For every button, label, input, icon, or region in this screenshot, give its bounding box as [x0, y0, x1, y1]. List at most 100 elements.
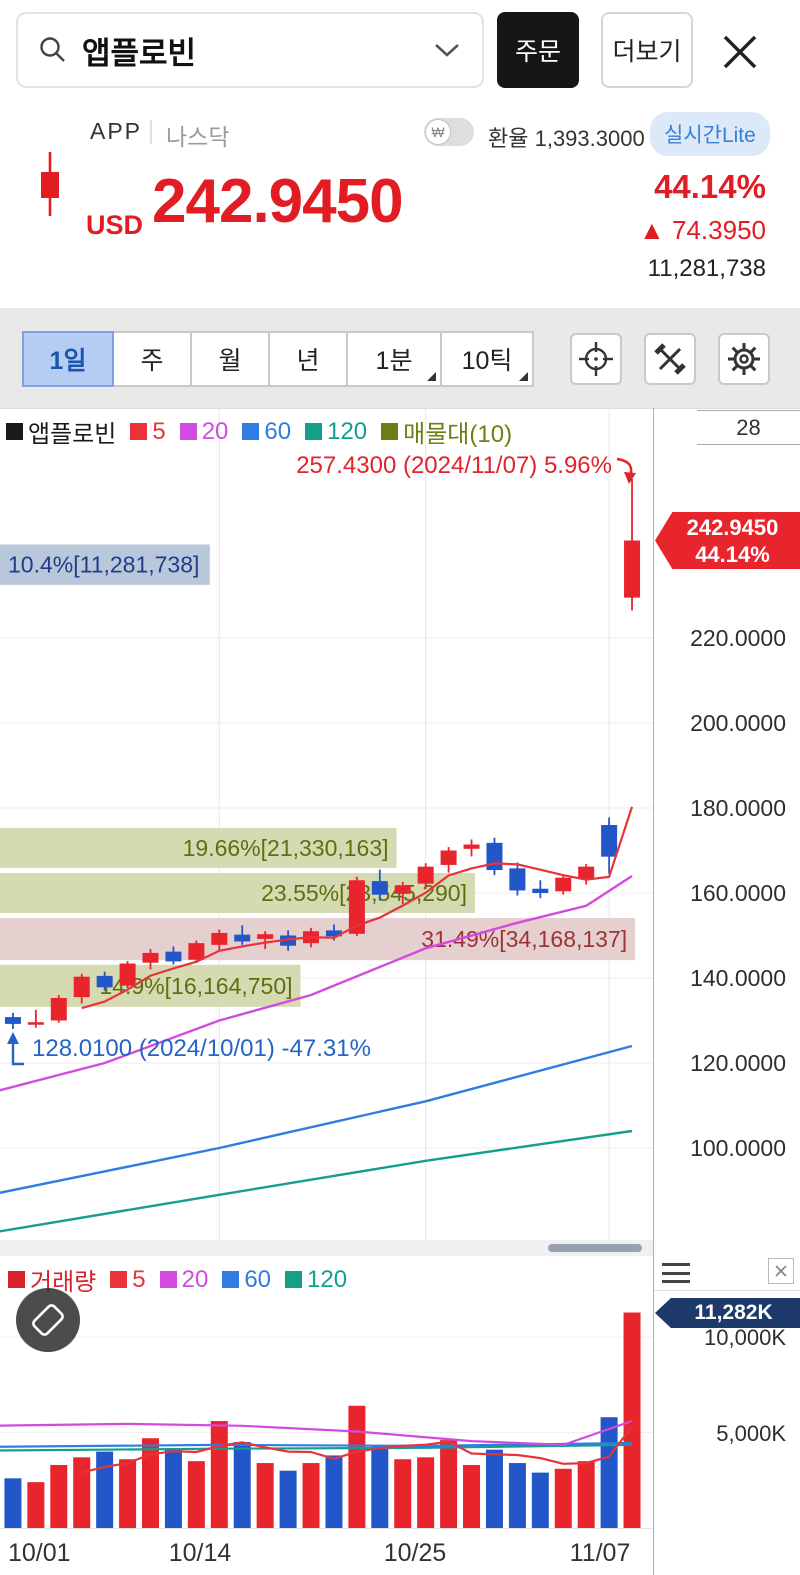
volume-profile-label: 19.66%[21,330,163] [183, 835, 389, 861]
pane-divider [0, 1240, 653, 1256]
realtime-lite-badge: 실시간Lite [650, 112, 770, 156]
candle [73, 976, 90, 998]
badge-percent: 44.14% [695, 541, 770, 567]
timeframe-button-6[interactable]: 10틱 [440, 331, 534, 387]
volume-bar [187, 1461, 205, 1528]
volume-bar [279, 1470, 297, 1528]
candle [211, 932, 228, 945]
candle [417, 866, 434, 884]
candle [463, 844, 480, 849]
legend-label: 60 [244, 1265, 272, 1293]
exchange-label: 나스닥 [166, 124, 230, 150]
time-axis: 10/01 10/14 10/25 11/07 [0, 1528, 653, 1575]
volume-bar [233, 1442, 251, 1528]
fx-toggle[interactable]: ₩ [424, 118, 474, 146]
candle [165, 951, 182, 962]
volume-chart[interactable] [0, 1256, 653, 1528]
legend-swatch [6, 423, 23, 440]
candle [234, 934, 251, 942]
pane-resize-handle[interactable] [548, 1244, 642, 1252]
legend-swatch [179, 423, 197, 440]
volume-bar [394, 1459, 412, 1528]
volume-axis-header [654, 1256, 800, 1291]
divider [0, 408, 800, 409]
legend-item: 120 [285, 1266, 347, 1294]
volume-bar [508, 1463, 526, 1528]
low-annotation: 128.0100 (2024/10/01) -47.31% [32, 1035, 371, 1062]
volume-legend: 거래량 5 20 60 120 [8, 1262, 347, 1297]
volume-profile-label: 10.4%[11,281,738] [8, 552, 199, 578]
candle [142, 952, 159, 963]
legend-swatch [110, 1271, 128, 1288]
menu-icon[interactable] [662, 1263, 690, 1283]
crosshair-button[interactable] [570, 333, 622, 385]
price-axis-label: 200.0000 [690, 710, 786, 736]
timeframe-group: 1일 주 월 년 1분 10틱 [22, 331, 534, 387]
candle [119, 963, 136, 986]
legend-swatch [285, 1271, 303, 1288]
legend-item: 120 [305, 418, 367, 446]
close-icon[interactable] [716, 28, 764, 76]
tools-icon [654, 343, 686, 375]
current-price-badge: 242.9450 44.14% [655, 512, 800, 569]
candle [509, 868, 526, 891]
volume-profile-label: 31.49%[34,168,137] [421, 926, 627, 952]
symbol-search-box[interactable]: 앱플로빈 [16, 12, 484, 88]
dropdown-corner-icon [427, 372, 436, 381]
candle [624, 540, 641, 598]
order-button[interactable]: 주문 [497, 12, 579, 88]
rotate-screen-button[interactable] [16, 1288, 80, 1352]
volume-ma-lines [0, 1419, 633, 1474]
volume-bar [4, 1478, 22, 1528]
legend-item: 매물대(10) [381, 414, 512, 449]
current-price: 242.9450 [152, 167, 404, 236]
volume-bar [554, 1468, 572, 1528]
legend-label: 20 [181, 1265, 209, 1293]
timeframe-button-4[interactable]: 년 [268, 331, 348, 387]
chevron-down-icon[interactable] [434, 43, 460, 58]
legend-label: 20 [201, 417, 229, 445]
timeframe-button-2[interactable]: 주 [112, 331, 192, 387]
candle [188, 943, 205, 960]
moving-averages [0, 806, 634, 1233]
volume-bar [463, 1464, 481, 1528]
volume-bar [371, 1445, 389, 1528]
won-symbol: ₩ [431, 124, 445, 140]
settings-button[interactable] [718, 333, 770, 385]
volume-bar [73, 1457, 91, 1528]
legend-item: 60 [222, 1266, 271, 1294]
rotate-phone-icon [32, 1304, 64, 1336]
candle [578, 866, 595, 880]
volume-bar [348, 1405, 366, 1528]
symbol-search-value[interactable]: 앱플로빈 [82, 35, 197, 71]
currency-code: USD [86, 210, 144, 240]
timeframe-button-3[interactable]: 월 [190, 331, 270, 387]
search-icon [40, 37, 65, 62]
high-annotation: 257.4300 (2024/11/07) 5.96% [296, 452, 612, 479]
price-chart[interactable]: 10.4%[11,281,738]19.66%[21,330,163]23.55… [0, 408, 653, 1240]
timeframe-button-5[interactable]: 1분 [346, 331, 442, 387]
price-axis-label: 120.0000 [690, 1050, 786, 1076]
more-button[interactable]: 더보기 [601, 12, 693, 88]
legend-swatch [159, 1271, 177, 1288]
legend-item: 60 [242, 418, 291, 446]
mini-candle-icon [41, 152, 59, 216]
timeframe-button-1[interactable]: 1일 [22, 331, 114, 387]
legend-label: 120 [307, 1265, 348, 1293]
drawing-tools-button[interactable] [644, 333, 696, 385]
day-volume: 11,281,738 [647, 255, 766, 282]
volume-axis-label: 5,000K [716, 1420, 786, 1446]
chart-legend: 앱플로빈 5 20 60 120 매물대(10) [6, 414, 512, 449]
volume-gridlines [0, 1336, 653, 1433]
volume-bar [440, 1440, 458, 1528]
legend-swatch [130, 423, 148, 440]
volume-bar [577, 1461, 595, 1528]
legend-item: 20 [159, 1265, 209, 1294]
price-axis-label: 140.0000 [690, 965, 786, 991]
volume-bar [119, 1459, 137, 1528]
volume-bar [96, 1451, 114, 1528]
close-volume-pane-icon[interactable] [768, 1258, 794, 1284]
price-axis-label: 100.0000 [690, 1135, 786, 1161]
candle [532, 888, 549, 893]
